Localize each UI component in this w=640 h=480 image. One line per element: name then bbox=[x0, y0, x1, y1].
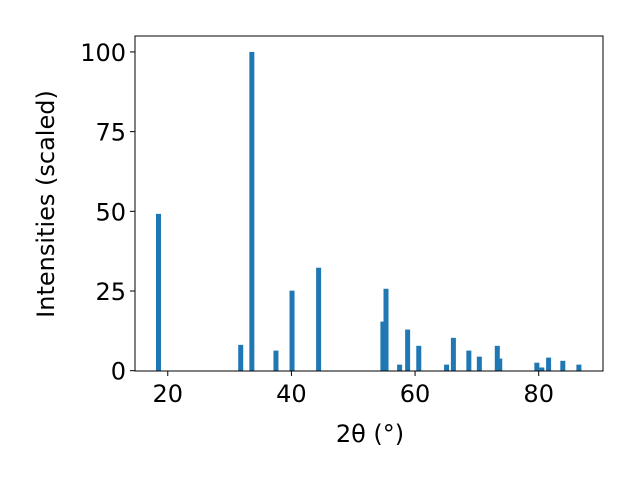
bar bbox=[534, 362, 540, 371]
bar bbox=[416, 345, 422, 371]
bar bbox=[316, 267, 322, 371]
bar bbox=[397, 364, 403, 371]
x-tick-label: 60 bbox=[400, 380, 431, 408]
bar bbox=[273, 350, 279, 371]
bar bbox=[539, 367, 545, 371]
x-tick-label: 20 bbox=[152, 380, 183, 408]
plot-frame bbox=[134, 35, 604, 372]
bar bbox=[383, 288, 389, 371]
bar bbox=[497, 358, 503, 371]
y-axis-label: Intensities (scaled) bbox=[32, 90, 60, 318]
y-tick-label: 0 bbox=[111, 358, 126, 386]
y-tick-label: 25 bbox=[95, 278, 126, 306]
bar bbox=[466, 350, 472, 371]
y-tick-label: 75 bbox=[95, 119, 126, 147]
bar bbox=[576, 364, 582, 371]
bar bbox=[249, 51, 255, 371]
bar bbox=[289, 290, 295, 371]
bar bbox=[546, 357, 552, 371]
bar bbox=[476, 356, 482, 371]
bar bbox=[560, 360, 566, 371]
bar bbox=[380, 321, 386, 371]
bar bbox=[405, 329, 411, 371]
bar bbox=[450, 337, 456, 371]
x-tick-label: 40 bbox=[276, 380, 307, 408]
bar bbox=[238, 344, 244, 371]
y-tick-label: 100 bbox=[80, 39, 126, 67]
bar bbox=[155, 213, 161, 371]
y-tick-label: 50 bbox=[95, 198, 126, 226]
bar bbox=[444, 364, 450, 371]
bar bbox=[494, 345, 500, 371]
x-axis-label: 2θ (°) bbox=[336, 420, 404, 448]
x-tick-label: 80 bbox=[523, 380, 554, 408]
